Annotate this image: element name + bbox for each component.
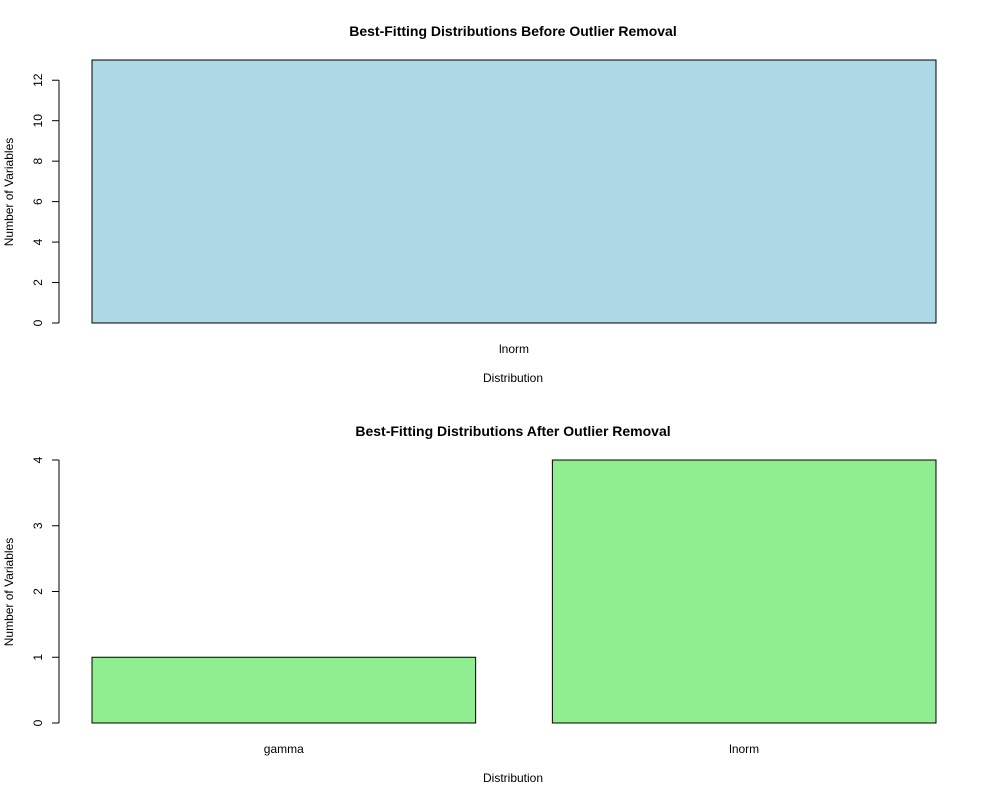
y-axis-label: Number of Variables	[2, 538, 16, 647]
x-tick-label: gamma	[264, 742, 304, 756]
bar-lnorm	[551, 459, 937, 724]
x-tick-labels: gamma lnorm	[264, 742, 759, 756]
y-tick-label: 3	[31, 522, 45, 529]
x-tick-label: lnorm	[499, 342, 529, 356]
chart-title: Best-Fitting Distributions After Outlier…	[355, 423, 670, 439]
chart-panel-after: Best-Fitting Distributions After Outlier…	[2, 423, 937, 785]
y-tick-label: 10	[31, 114, 45, 128]
y-tick-label: 12	[31, 73, 45, 87]
y-tick-label: 4	[31, 456, 45, 463]
y-axis: 0 1 2 3 4	[31, 456, 60, 726]
y-axis: 0 2 4 6 8 10 12	[31, 73, 60, 326]
bar-gamma	[91, 656, 477, 724]
bar-group	[91, 59, 937, 324]
y-tick-label: 2	[31, 588, 45, 595]
y-axis-label: Number of Variables	[2, 138, 16, 247]
x-axis-label: Distribution	[483, 371, 543, 385]
y-tick-label: 0	[31, 319, 45, 326]
y-tick-label: 1	[31, 654, 45, 661]
chart-panel-before: Best-Fitting Distributions Before Outlie…	[2, 23, 937, 385]
y-tick-label: 6	[31, 198, 45, 205]
bar-group	[91, 459, 937, 724]
y-tick-label: 2	[31, 279, 45, 286]
y-tick-label: 0	[31, 719, 45, 726]
x-tick-labels: lnorm	[499, 342, 529, 356]
chart-title: Best-Fitting Distributions Before Outlie…	[349, 23, 676, 39]
bar-lnorm	[91, 59, 937, 324]
x-tick-label: lnorm	[729, 742, 759, 756]
y-tick-label: 4	[31, 238, 45, 245]
y-tick-label: 8	[31, 157, 45, 164]
x-axis-label: Distribution	[483, 771, 543, 785]
